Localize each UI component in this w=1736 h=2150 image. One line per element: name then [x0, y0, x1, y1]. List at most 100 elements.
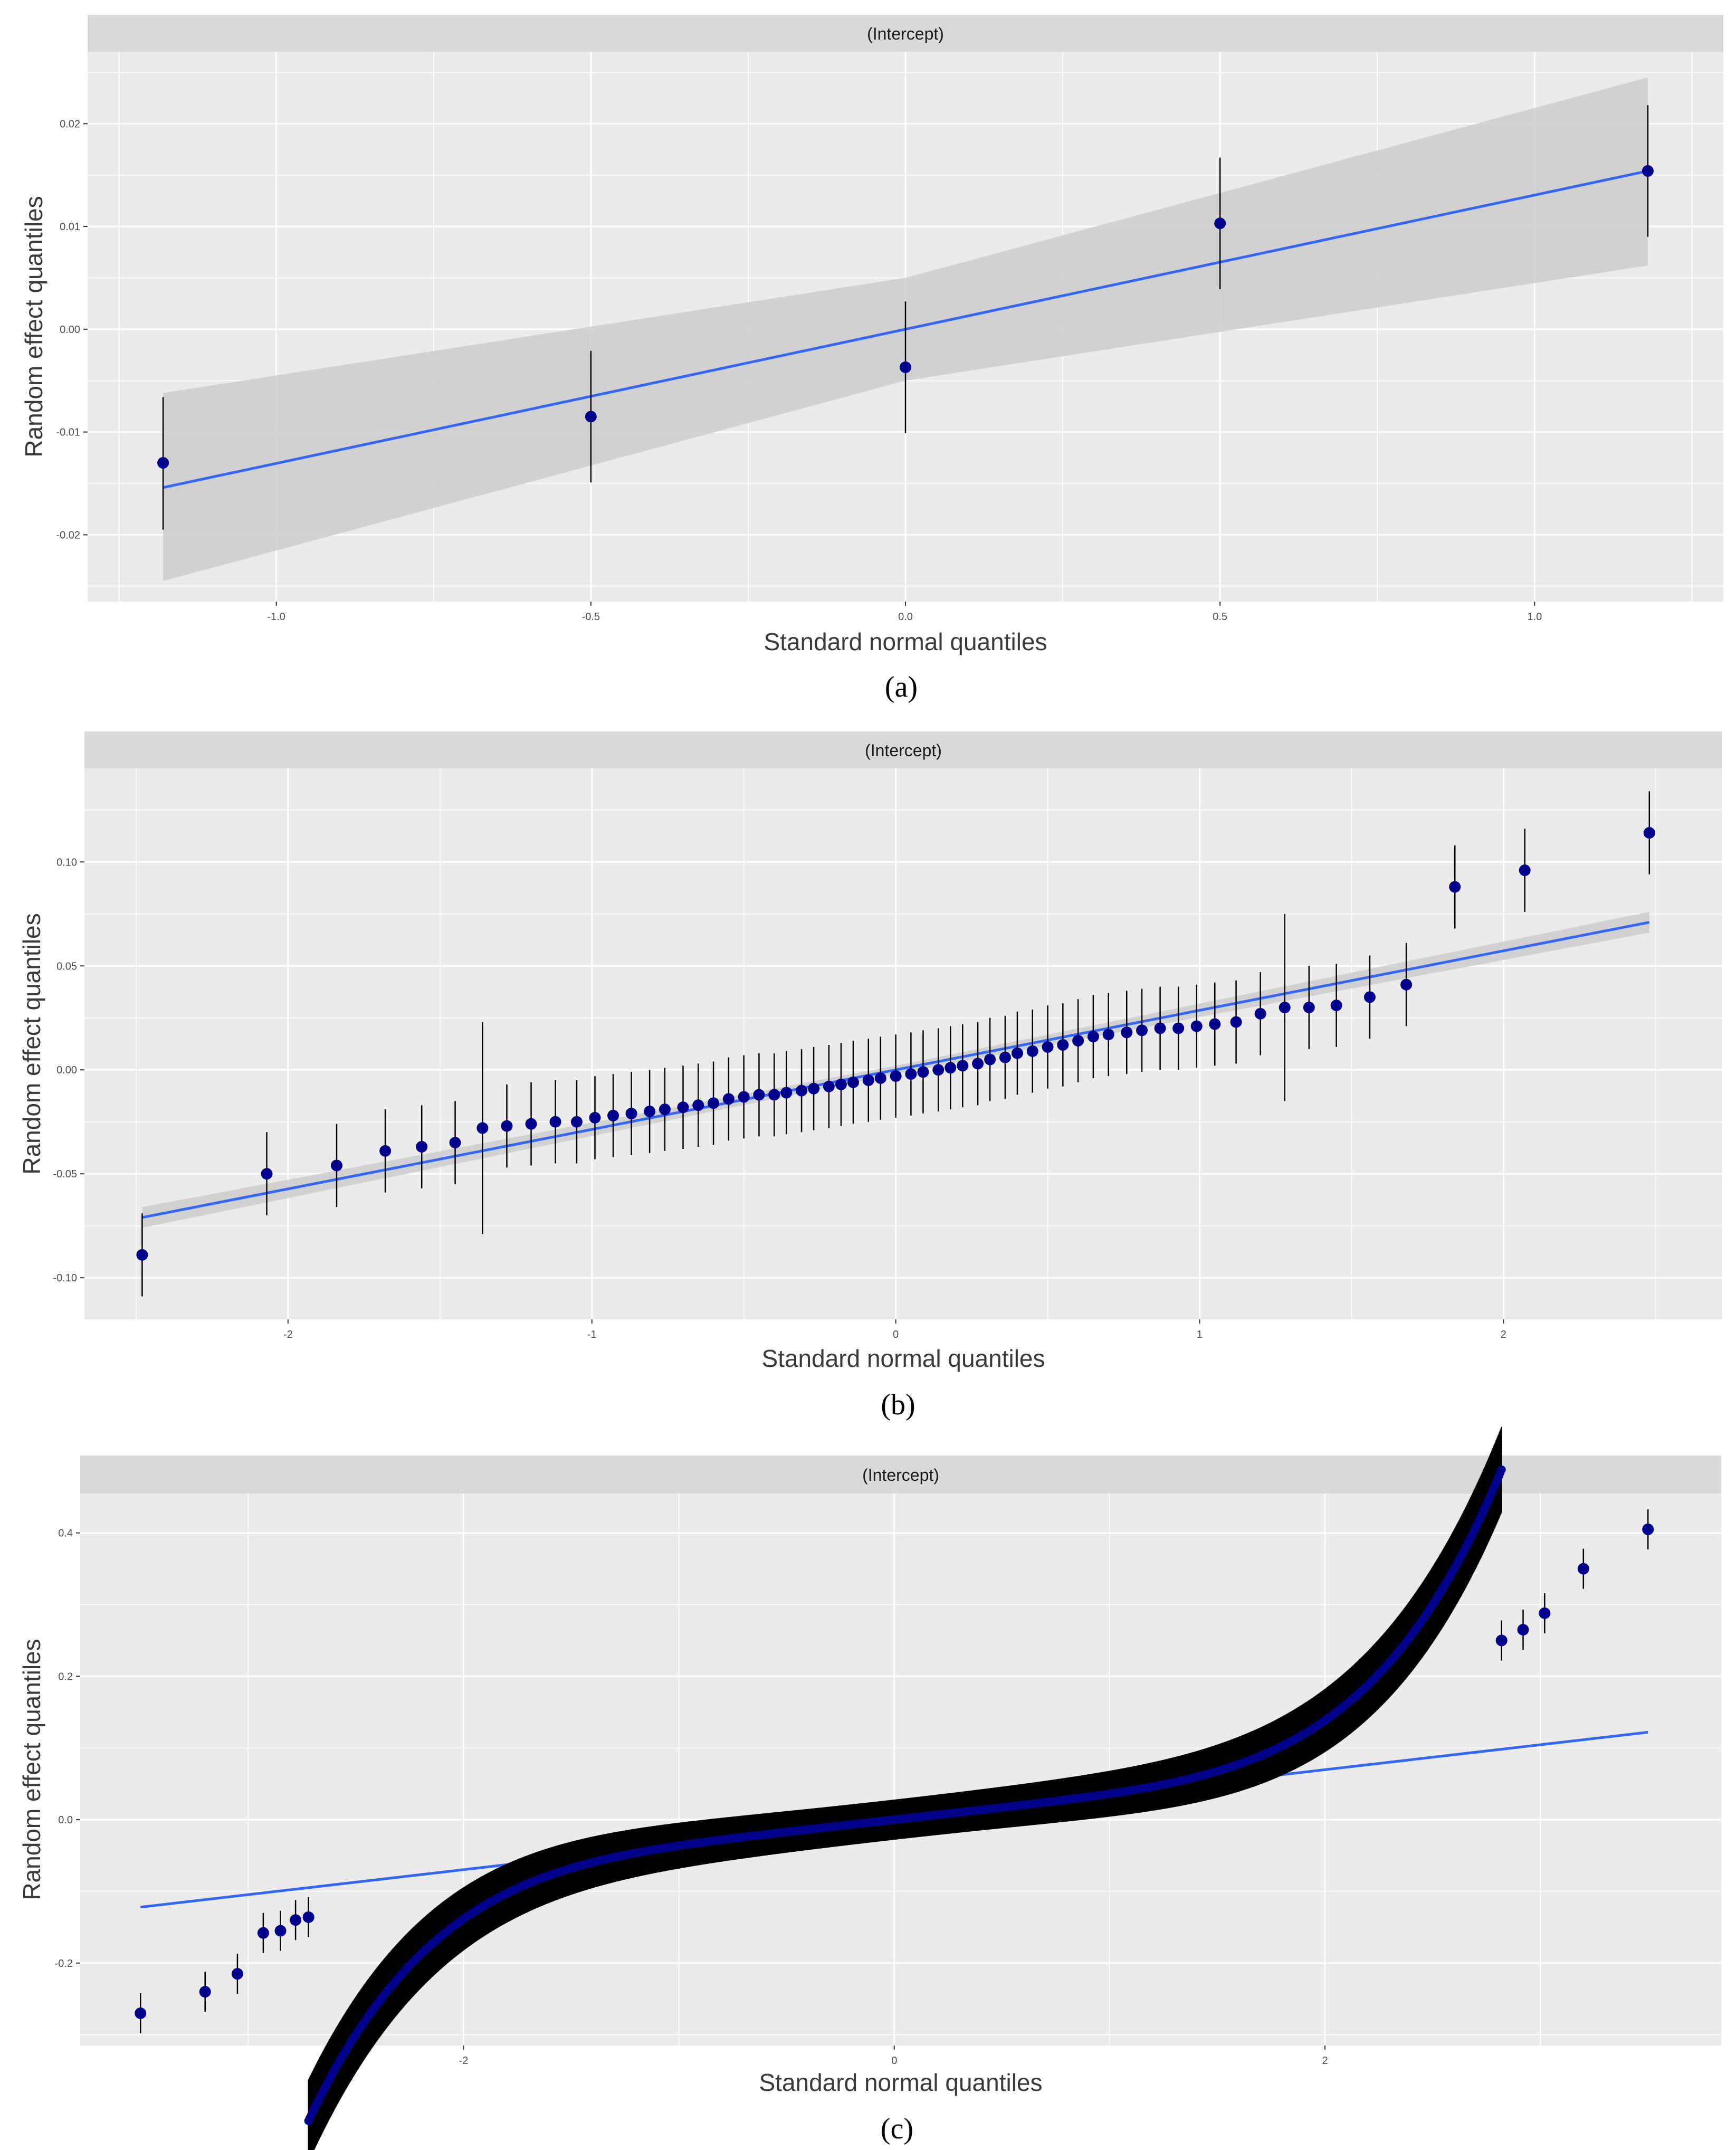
chart-b-point-4 — [416, 1141, 428, 1153]
chart-b-point-62 — [1643, 827, 1655, 839]
chart-a-x-axis-title: Standard normal quantiles — [764, 628, 1047, 655]
chart-b-point-25 — [808, 1082, 820, 1095]
chart-a-x-ticks: -1.0 -0.5 0.0 0.5 1.0 — [267, 602, 1542, 623]
chart-b-point-11 — [589, 1111, 601, 1124]
chart-c-x-ticks: -2 0 2 — [459, 2046, 1328, 2067]
chart-c-point-8 — [1517, 1624, 1529, 1636]
chart-b-point-12 — [607, 1109, 619, 1121]
chart-b-point-21 — [753, 1089, 765, 1101]
chart-b-point-32 — [905, 1068, 917, 1080]
chart-b-strip — [84, 731, 1722, 768]
chart-b-point-5 — [449, 1137, 461, 1149]
chart-b-point-61 — [1519, 864, 1531, 877]
chart-b-point-59 — [1400, 978, 1413, 991]
chart-b-point-41 — [1026, 1045, 1038, 1057]
chart-b-point-0 — [136, 1249, 148, 1261]
chart-b-point-52 — [1209, 1018, 1221, 1030]
chart-b-y-ticks: -0.10 -0.05 0.00 0.05 0.10 — [53, 857, 84, 1284]
chart-b-y-tick-label-2: 0.00 — [56, 1064, 77, 1076]
chart-c-point-6 — [302, 1911, 314, 1923]
chart-c-point-1 — [199, 1986, 211, 1998]
chart-b-point-28 — [847, 1076, 859, 1088]
chart-c-caption: (c) — [881, 2113, 913, 2145]
chart-a-y-tick-label-0: -0.02 — [56, 529, 80, 541]
chart-a-y-ticks: -0.02 -0.01 0.00 0.01 0.02 — [56, 118, 88, 541]
chart-b-point-56 — [1303, 1002, 1315, 1014]
chart-c-y-tick-label-1: 0.0 — [58, 1814, 73, 1826]
chart-b-point-6 — [476, 1122, 489, 1134]
chart-b-point-38 — [984, 1053, 996, 1066]
chart-b-point-2 — [330, 1159, 342, 1172]
chart-b-y-tick-label-3: 0.05 — [56, 960, 77, 972]
chart-b-point-58 — [1363, 991, 1376, 1003]
chart-b-strip-label: (Intercept) — [865, 741, 942, 760]
chart-b-point-55 — [1279, 1002, 1291, 1014]
chart-a-point-1 — [585, 411, 597, 423]
chart-b-point-27 — [835, 1078, 847, 1090]
chart-b-point-51 — [1190, 1020, 1203, 1032]
chart-b-point-7 — [501, 1120, 513, 1132]
chart-c-point-3 — [257, 1927, 269, 1939]
chart-b-point-8 — [525, 1118, 537, 1130]
chart-b-point-15 — [659, 1103, 671, 1116]
chart-b-point-20 — [738, 1091, 750, 1103]
chart-a-x-tick-label-0: -1.0 — [267, 611, 285, 623]
chart-b-point-23 — [780, 1087, 793, 1099]
chart-b-point-14 — [644, 1106, 656, 1118]
chart-a-point-4 — [1642, 165, 1654, 177]
chart-c-y-tick-label-0: -0.2 — [55, 1958, 73, 1970]
chart-a-caption: (a) — [885, 671, 918, 703]
chart-b-point-35 — [945, 1062, 957, 1074]
chart-c-strip-label: (Intercept) — [862, 1466, 939, 1485]
chart-a-point-3 — [1214, 217, 1226, 230]
chart-b-point-19 — [722, 1093, 735, 1105]
chart-b-point-39 — [999, 1051, 1011, 1063]
chart-c-x-tick-label-1: 0 — [891, 2055, 897, 2067]
chart-a-strip-label: (Intercept) — [867, 24, 944, 43]
chart-c-point-0 — [135, 2007, 147, 2019]
chart-c-point-11 — [1642, 1523, 1654, 1535]
chart-b-point-31 — [890, 1070, 902, 1082]
chart-b-point-17 — [692, 1099, 704, 1111]
chart-b-y-tick-label-1: -0.05 — [53, 1168, 77, 1180]
chart-c-y-tick-label-2: 0.2 — [58, 1671, 73, 1682]
chart-b-x-tick-label-2: 0 — [893, 1329, 899, 1340]
chart-b-y-tick-label-0: -0.10 — [53, 1272, 77, 1284]
chart-c-gridlines — [80, 1493, 1721, 2046]
chart-b-y-tick-label-4: 0.10 — [56, 857, 77, 868]
chart-c-y-ticks: -0.2 0.0 0.2 0.4 — [55, 1528, 80, 1970]
chart-b-point-1 — [261, 1168, 273, 1180]
chart-c-point-10 — [1577, 1563, 1589, 1575]
chart-c-x-axis-title: Standard normal quantiles — [759, 2069, 1043, 2096]
chart-b-point-18 — [708, 1097, 720, 1109]
chart-b-x-tick-label-0: -2 — [283, 1329, 293, 1340]
chart-b-gridlines — [84, 768, 1722, 1319]
chart-c-strip — [80, 1455, 1721, 1493]
chart-b-point-16 — [677, 1101, 689, 1114]
chart-b-point-34 — [932, 1064, 945, 1076]
chart-a-x-tick-label-2: 0.0 — [898, 611, 913, 623]
chart-b-point-50 — [1172, 1022, 1185, 1034]
chart-a-x-tick-label-3: 0.5 — [1213, 611, 1227, 623]
chart-b-point-46 — [1102, 1029, 1114, 1041]
chart-b-point-49 — [1154, 1022, 1166, 1034]
chart-c-point-9 — [1539, 1607, 1551, 1619]
chart-a-y-tick-label-2: 0.00 — [60, 324, 80, 336]
chart-b-point-44 — [1072, 1035, 1084, 1047]
chart-b-point-43 — [1057, 1039, 1069, 1051]
chart-b-point-40 — [1011, 1047, 1023, 1059]
chart-c-point-4 — [274, 1925, 287, 1937]
chart-b-plot-area — [84, 768, 1722, 1319]
chart-b-point-47 — [1121, 1026, 1133, 1039]
chart-a-y-tick-label-1: -0.01 — [56, 427, 80, 439]
chart-b-point-60 — [1449, 881, 1461, 893]
chart-c-x-tick-label-2: 2 — [1322, 2055, 1328, 2067]
chart-c-point-2 — [231, 1968, 243, 1980]
chart-b-point-29 — [862, 1074, 874, 1086]
chart-c-y-axis-title: Random effect quantiles — [18, 1639, 45, 1900]
chart-b-point-33 — [917, 1066, 929, 1078]
chart-b-point-45 — [1087, 1031, 1099, 1043]
chart-c-points — [135, 1465, 1654, 2125]
chart-b-x-axis-title: Standard normal quantiles — [762, 1345, 1045, 1372]
chart-b: (Intercept) -2 -1 0 1 2 -0.10 -0.05 0.00 0.05 0.… — [18, 731, 1722, 1421]
